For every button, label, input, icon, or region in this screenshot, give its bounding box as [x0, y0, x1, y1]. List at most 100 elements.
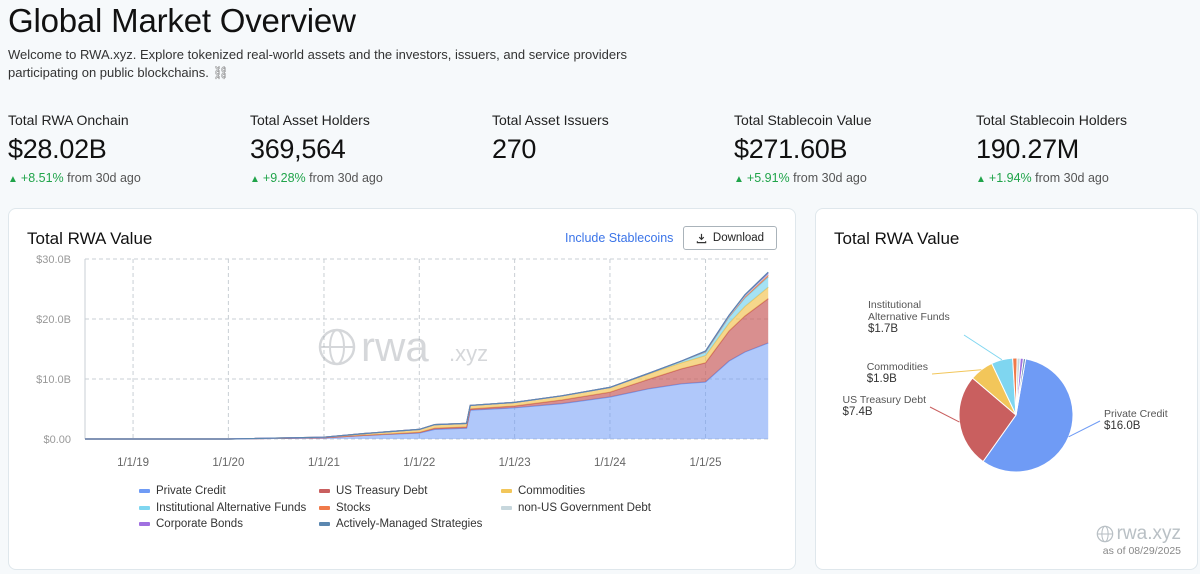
stat-label: Total Asset Issuers: [492, 112, 609, 128]
stat-label: Total Stablecoin Holders: [976, 112, 1127, 128]
legend-label: Corporate Bonds: [156, 518, 243, 530]
stat-total-rwa: Total RWA Onchain $28.02B ▲ +8.51% from 3…: [8, 112, 238, 185]
legend-item-institutional-alternative-funds[interactable]: Institutional Alternative Funds: [139, 502, 306, 514]
legend-item-actively-managed-strategies[interactable]: Actively-Managed Strategies: [319, 518, 482, 530]
change-suffix: from 30d ago: [67, 171, 141, 185]
pie-leader-line: [929, 406, 960, 423]
stat-value: $28.02B: [8, 134, 107, 164]
pie-label-value: $7.4B: [842, 406, 873, 418]
pie-leader-line: [963, 334, 1003, 361]
x-tick-label: 1/1/22: [403, 457, 435, 469]
x-tick-label: 1/1/25: [690, 457, 722, 469]
pie-label-name: Institutional Alternative Funds: [868, 299, 950, 323]
download-button[interactable]: Download: [683, 226, 777, 250]
download-label: Download: [712, 232, 765, 244]
watermark: rwa .xyz: [318, 323, 488, 370]
up-triangle-icon: ▲: [8, 174, 18, 185]
subtitle-text: Welcome to RWA.xyz. Explore tokenized re…: [8, 47, 627, 80]
legend-item-non-us-government-debt[interactable]: non-US Government Debt: [501, 502, 651, 514]
stat-asset-holders: Total Asset Holders 369,564 ▲ +9.28% from…: [250, 112, 480, 185]
download-icon: [696, 233, 707, 243]
y-tick-label: $20.0B: [36, 314, 71, 326]
legend-item-stocks[interactable]: Stocks: [319, 502, 371, 514]
legend-swatch: [139, 522, 150, 526]
legend-swatch: [501, 489, 512, 493]
card-title: Total RWA Value: [27, 229, 153, 248]
x-tick-label: 1/1/23: [499, 457, 531, 469]
rwa-logo: rwa.xyz: [1096, 523, 1181, 545]
pie-label-name: US Treasury Debt: [842, 394, 926, 406]
area-chart: $0.00 $10.0B $20.0B $30.0B 1/1/19 1/1/20 1/1/2…: [36, 254, 769, 469]
pie-chart: [929, 334, 1101, 473]
pie-label-value: $16.0B: [1104, 420, 1141, 432]
stat-stablecoin-value: Total Stablecoin Value $271.60B ▲ +5.91% …: [734, 112, 964, 185]
legend-label: non-US Government Debt: [518, 501, 651, 514]
stat-value: $271.60B: [734, 134, 848, 164]
pie-leader-line: [931, 369, 982, 375]
change-percent: +9.28%: [262, 171, 306, 185]
pie-label-institutional-alternative-funds: Institutional Alternative Funds $1.7B: [868, 299, 960, 335]
legend-swatch: [501, 505, 512, 510]
line-actively-managed-strategies: [85, 271, 769, 440]
pie-leader-line: [1068, 420, 1101, 438]
legend-item-private-credit[interactable]: Private Credit: [139, 485, 226, 497]
change-percent: +5.91%: [746, 171, 790, 185]
watermark-text: rwa.xyz: [1116, 523, 1181, 544]
legend-label: Commodities: [518, 485, 586, 497]
as-of-date: as of 08/29/2025: [1102, 545, 1181, 557]
pie-label-private-credit: Private Credit $16.0B: [1104, 408, 1168, 432]
pie-label-commodities: Commodities $1.9B: [867, 361, 928, 385]
legend-item-us-treasury-debt[interactable]: US Treasury Debt: [319, 485, 427, 497]
legend-label: US Treasury Debt: [336, 485, 428, 497]
pie-slice-actively-managed-strategies[interactable]: [1015, 357, 1027, 416]
include-stablecoins-toggle[interactable]: Include Stablecoins: [565, 231, 674, 245]
up-triangle-icon: ▲: [734, 174, 744, 185]
pie-label-name: Commodities: [866, 361, 928, 373]
stat-change: ▲ +8.51% from 30d ago: [8, 171, 238, 185]
pie-chart-card: Total RWA Value Private Credit $16.0B US T…: [815, 208, 1198, 570]
x-tick-label: 1/1/19: [117, 457, 149, 469]
page-title: Global Market Overview: [8, 2, 356, 39]
pie-slice-private-credit[interactable]: [982, 358, 1074, 473]
legend-label: Institutional Alternative Funds: [156, 501, 307, 514]
globe-icon: [318, 328, 356, 366]
stat-change: ▲ +5.91% from 30d ago: [734, 171, 964, 185]
change-percent: +8.51%: [20, 171, 64, 185]
legend-swatch: [139, 505, 150, 510]
stat-stablecoin-holders: Total Stablecoin Holders 190.27M ▲ +1.94%…: [976, 112, 1200, 185]
up-triangle-icon: ▲: [250, 174, 260, 185]
y-tick-label: $10.0B: [36, 374, 71, 386]
stat-label: Total RWA Onchain: [8, 112, 129, 128]
x-tick-label: 1/1/21: [308, 457, 340, 469]
legend-swatch: [319, 522, 330, 526]
watermark-text: rwa: [361, 323, 429, 370]
area-private-credit: [85, 343, 769, 439]
pie-label-name: Private Credit: [1104, 408, 1168, 420]
change-suffix: from 30d ago: [793, 171, 867, 185]
legend-label: Private Credit: [156, 485, 226, 497]
pie-label-value: $1.9B: [866, 373, 897, 385]
legend-label: Actively-Managed Strategies: [336, 518, 483, 530]
change-percent: +1.94%: [988, 171, 1032, 185]
x-tick-label: 1/1/24: [594, 457, 627, 469]
legend-swatch: [319, 505, 330, 510]
card-title: Total RWA Value: [834, 229, 960, 248]
y-tick-label: $0.00: [43, 434, 71, 446]
globe-icon-meridian: [329, 329, 345, 365]
stat-value: 369,564: [250, 134, 346, 164]
page-subtitle: Welcome to RWA.xyz. Explore tokenized re…: [8, 46, 688, 82]
area-chart-card: Total RWA Value Include Stablecoins Down…: [8, 208, 796, 570]
stat-value: 270: [492, 134, 537, 164]
link-icon[interactable]: ⛓: [212, 65, 230, 80]
change-suffix: from 30d ago: [309, 171, 383, 185]
stat-label: Total Asset Holders: [250, 112, 370, 128]
stat-value: 190.27M: [976, 134, 1079, 164]
pie-label-us-treasury-debt: US Treasury Debt $7.4B: [843, 394, 926, 418]
watermark-text-suffix: .xyz: [449, 341, 488, 366]
stat-change: ▲ +9.28% from 30d ago: [250, 171, 480, 185]
pie-label-value: $1.7B: [868, 323, 899, 335]
legend-swatch: [319, 489, 330, 493]
legend-item-commodities[interactable]: Commodities: [501, 485, 585, 497]
legend-label: Stocks: [336, 501, 371, 514]
legend-item-corporate-bonds[interactable]: Corporate Bonds: [139, 518, 243, 530]
